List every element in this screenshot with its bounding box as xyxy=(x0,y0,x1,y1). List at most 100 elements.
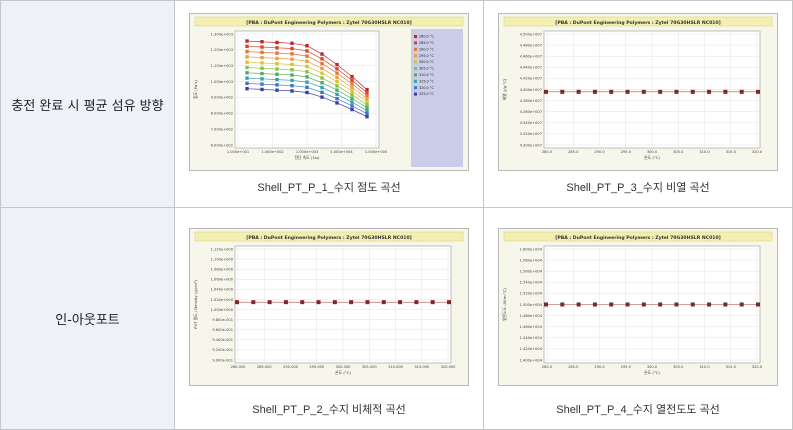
x-axis-label: 온도 (°C) xyxy=(644,370,660,375)
y-tick-label: 1.100e+000 xyxy=(211,257,234,261)
data-point xyxy=(739,89,744,94)
legend-swatch xyxy=(414,92,417,96)
y-tick-label: 1.300e+003 xyxy=(211,32,233,36)
data-point xyxy=(723,302,728,307)
legend-label: 295.0 °C xyxy=(419,54,434,58)
data-point xyxy=(350,74,354,79)
data-point xyxy=(300,300,305,305)
y-tick-label: 4.500e+007 xyxy=(520,32,542,36)
data-point xyxy=(275,88,279,92)
data-point xyxy=(350,96,354,101)
data-point xyxy=(592,302,597,307)
data-point xyxy=(260,66,264,70)
data-point xyxy=(335,62,339,67)
specific-heat-chart-thumbnail[interactable]: [PBA : DuPont Engineering Polymers : Zyt… xyxy=(498,13,778,171)
y-tick-label: 1.420e+004 xyxy=(520,347,543,351)
data-point xyxy=(350,85,354,90)
y-tick-label: 9.000e-001 xyxy=(212,358,233,362)
legend-label: 305.0 °C xyxy=(419,67,434,71)
x-tick-label: 305.0 xyxy=(673,150,684,154)
data-point xyxy=(350,82,354,86)
y-tick-label: 4.400e+007 xyxy=(520,88,542,92)
data-point xyxy=(723,89,728,94)
data-point xyxy=(275,56,279,61)
specific-volume-chart-thumbnail[interactable]: [PBA : DuPont Engineering Polymers : Zyt… xyxy=(189,228,469,386)
data-point xyxy=(290,89,294,93)
data-point xyxy=(305,54,309,58)
y-tick-label: 1.120e+000 xyxy=(211,247,234,251)
data-point xyxy=(365,300,370,305)
data-point xyxy=(305,75,309,79)
legend-label: 285.0 °C xyxy=(419,41,434,45)
data-point xyxy=(320,61,324,66)
data-point xyxy=(756,302,760,307)
chart-title-bar xyxy=(194,16,464,27)
data-point xyxy=(320,81,324,85)
data-point xyxy=(290,41,294,45)
data-point xyxy=(251,300,256,305)
y-tick-label: 1.560e+004 xyxy=(520,270,543,274)
data-point xyxy=(674,89,679,94)
data-point xyxy=(674,302,679,307)
x-tick-label: 295.0 xyxy=(621,365,632,369)
data-point xyxy=(381,300,386,305)
chart-title: [PBA : DuPont Engineering Polymers : Zyt… xyxy=(246,20,412,26)
chart-cell: [PBA : DuPont Engineering Polymers : Zyt… xyxy=(483,0,793,208)
data-point xyxy=(625,302,630,307)
y-tick-label: 7.000e+002 xyxy=(211,127,233,131)
chart-title: [PBA : DuPont Engineering Polymers : Zyt… xyxy=(555,20,721,26)
data-point xyxy=(609,302,614,307)
x-tick-label: 290.0 xyxy=(594,365,605,369)
data-point xyxy=(245,81,249,86)
x-tick-label: 310.0 xyxy=(699,150,710,154)
data-point xyxy=(245,87,249,91)
y-tick-label: 4.440e+007 xyxy=(520,66,542,70)
data-point xyxy=(320,85,324,90)
chart-title-bar xyxy=(503,231,773,242)
data-point xyxy=(335,71,339,75)
y-tick-label: 1.520e+004 xyxy=(520,292,543,296)
y-tick-label: 1.460e+004 xyxy=(520,325,543,329)
data-point xyxy=(245,71,249,75)
x-tick-label: 285.0 xyxy=(568,150,579,154)
y-tick-label: 9.800e-001 xyxy=(212,318,233,322)
data-point xyxy=(305,44,309,48)
data-point xyxy=(290,68,294,72)
y-tick-label: 6.000e+002 xyxy=(211,143,233,147)
x-tick-label: 285.000 xyxy=(257,365,273,369)
data-point xyxy=(267,300,272,305)
data-point xyxy=(335,101,339,105)
data-point xyxy=(690,89,695,94)
x-tick-label: 1.000e+005 xyxy=(365,150,387,154)
x-tick-label: 1.000e+004 xyxy=(330,150,353,154)
specific-heat-chart: [PBA : DuPont Engineering Polymers : Zyt… xyxy=(498,13,778,171)
data-point xyxy=(560,302,565,307)
y-tick-label: 1.400e+004 xyxy=(520,358,543,362)
x-tick-label: 300.0 xyxy=(647,365,658,369)
y-tick-label: 4.420e+007 xyxy=(520,77,542,81)
data-point xyxy=(350,100,354,104)
data-point xyxy=(365,115,369,119)
data-point xyxy=(290,52,294,56)
data-point xyxy=(260,87,264,92)
data-point xyxy=(350,89,354,93)
data-point xyxy=(290,46,294,51)
y-tick-label: 9.600e-001 xyxy=(212,328,233,332)
data-point xyxy=(305,85,309,90)
data-point xyxy=(335,84,339,88)
x-tick-label: 280.0 xyxy=(542,150,553,154)
data-point xyxy=(658,89,663,94)
y-tick-label: 4.300e+007 xyxy=(520,143,542,147)
row-label-cell: 충전 완료 시 평균 섬유 방향 xyxy=(0,0,175,208)
data-point xyxy=(305,49,309,53)
data-point xyxy=(641,302,646,307)
data-point xyxy=(335,79,339,84)
viscosity-chart-thumbnail[interactable]: [PBA : DuPont Engineering Polymers : Zyt… xyxy=(189,13,469,171)
chart-cell: [PBA : DuPont Engineering Polymers : Zyt… xyxy=(174,207,484,430)
data-point xyxy=(245,44,249,48)
data-point xyxy=(245,55,249,59)
thermal-conductivity-chart-thumbnail[interactable]: [PBA : DuPont Engineering Polymers : Zyt… xyxy=(498,228,778,386)
y-tick-label: 8.000e+002 xyxy=(211,112,233,116)
data-point xyxy=(641,89,646,94)
